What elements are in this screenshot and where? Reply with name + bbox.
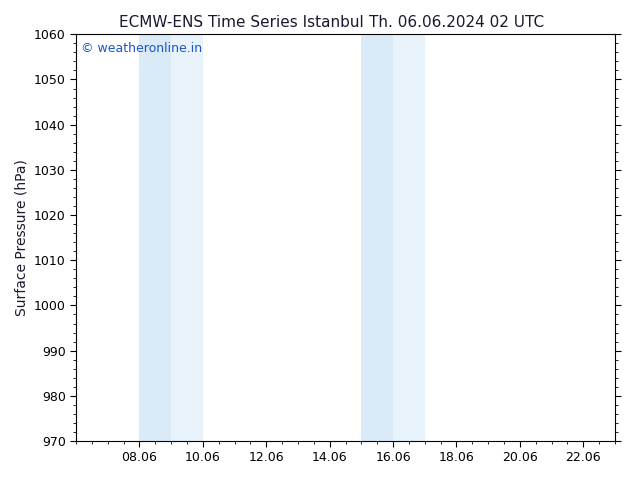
Bar bbox=[393, 34, 425, 441]
Text: Th. 06.06.2024 02 UTC: Th. 06.06.2024 02 UTC bbox=[369, 15, 544, 30]
Bar bbox=[139, 34, 171, 441]
Text: © weatheronline.in: © weatheronline.in bbox=[81, 43, 203, 55]
Bar bbox=[361, 34, 393, 441]
Text: ECMW-ENS Time Series Istanbul: ECMW-ENS Time Series Istanbul bbox=[119, 15, 363, 30]
Y-axis label: Surface Pressure (hPa): Surface Pressure (hPa) bbox=[14, 159, 29, 316]
Bar bbox=[171, 34, 203, 441]
